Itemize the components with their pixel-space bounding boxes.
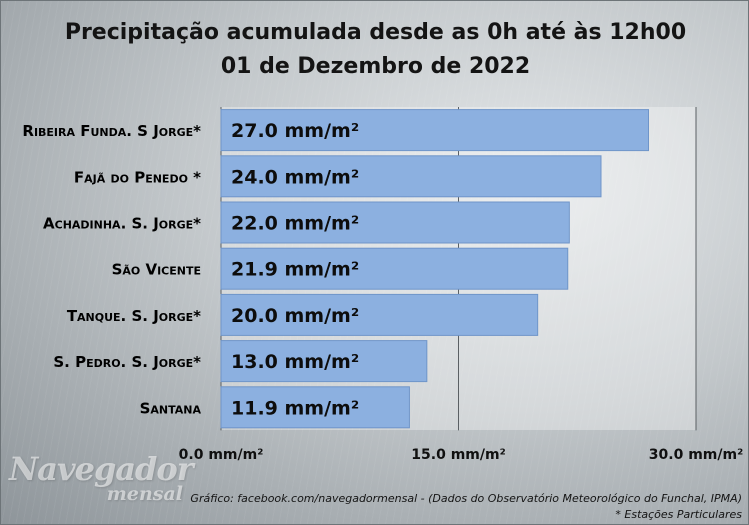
- value-label-1: 24.0 mm/m²: [231, 166, 359, 188]
- chart-subtitle: 01 de Dezembro de 2022: [220, 54, 531, 79]
- value-label-0: 27.0 mm/m²: [231, 120, 359, 142]
- bar-0: [220, 109, 649, 152]
- value-label-6: 11.9 mm/m²: [231, 397, 359, 419]
- logo-line1: Navegador: [9, 450, 194, 488]
- x-tick-label-0: 0.0 mm/m²: [179, 447, 264, 463]
- bar-5: [220, 340, 428, 383]
- category-label-2: Achadinha. S. Jorge*: [43, 215, 201, 233]
- value-label-4: 20.0 mm/m²: [231, 305, 359, 327]
- bar-6: [220, 386, 410, 429]
- category-label-0: Ribeira Funda. S Jorge*: [22, 122, 201, 140]
- category-label-3: São Vicente: [112, 261, 201, 279]
- logo-line2: mensal: [106, 483, 183, 505]
- value-label-3: 21.9 mm/m²: [231, 259, 359, 281]
- bar-4: [220, 293, 539, 336]
- category-label-5: S. Pedro. S. Jorge*: [53, 353, 201, 371]
- bar-3: [220, 247, 569, 290]
- category-label-4: Tanque. S. Jorge*: [67, 307, 201, 325]
- navegador-logo: Navegador mensal: [9, 450, 199, 505]
- category-label-1: Fajã do Penedo *: [74, 168, 201, 186]
- bar-1: [220, 155, 602, 198]
- category-label-6: Santana: [140, 399, 202, 417]
- bar-2: [220, 201, 570, 244]
- source-note: Gráfico: facebook.com/navegadormensal - …: [190, 492, 742, 505]
- chart-title: Precipitação acumulada desde as 0h até à…: [64, 20, 687, 45]
- value-label-5: 13.0 mm/m²: [231, 351, 359, 373]
- value-label-2: 22.0 mm/m²: [231, 213, 359, 235]
- x-tick-label-1: 15.0 mm/m²: [411, 447, 505, 463]
- footnote: * Estações Particulares: [615, 508, 742, 521]
- x-tick-label-2: 30.0 mm/m²: [649, 447, 743, 463]
